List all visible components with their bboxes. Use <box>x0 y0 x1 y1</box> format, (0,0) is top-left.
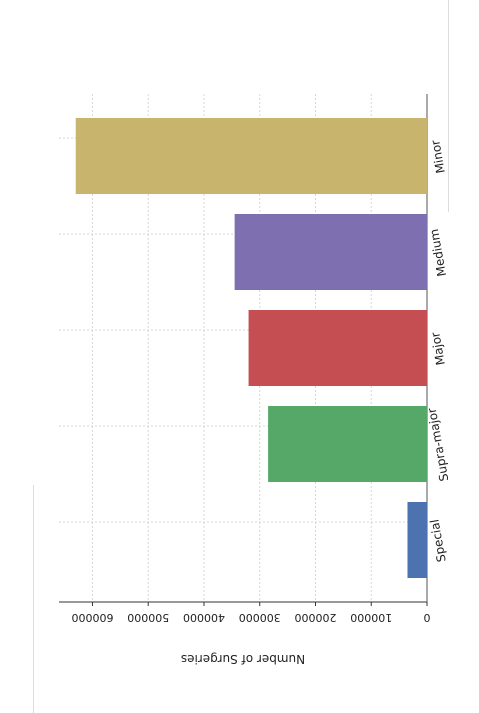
x-tick-label-0: 0 <box>424 611 431 624</box>
x-tick-label-5: 500000 <box>127 611 169 624</box>
x-axis: 0 100000 200000 300000 400000 500000 600000 <box>71 602 431 624</box>
bar-minor <box>75 118 428 194</box>
x-tick-label-4: 400000 <box>183 611 225 624</box>
x-tick-label-6: 600000 <box>71 611 113 624</box>
bar-major <box>248 310 427 386</box>
bar-medium <box>234 214 427 290</box>
category-labels: Minor Medium Major Supra-major Special <box>425 139 452 563</box>
x-axis-title: Number of Surgeries <box>181 652 305 666</box>
x-tick-label-3: 300000 <box>239 611 281 624</box>
right-edge-line <box>448 0 449 212</box>
bars <box>75 118 428 578</box>
axis-title-group: Number of Surgeries <box>181 652 305 666</box>
category-label-special: Special <box>427 518 448 563</box>
category-label-minor: Minor <box>428 139 448 175</box>
x-tick-label-1: 100000 <box>350 611 392 624</box>
x-tick-label-2: 200000 <box>294 611 336 624</box>
bar-special <box>407 502 427 578</box>
bar-supra-major <box>268 406 427 482</box>
left-edge-line <box>33 485 34 713</box>
category-label-supra-major: Supra-major <box>425 407 452 482</box>
category-label-major: Major <box>428 331 448 366</box>
category-label-medium: Medium <box>427 228 449 278</box>
